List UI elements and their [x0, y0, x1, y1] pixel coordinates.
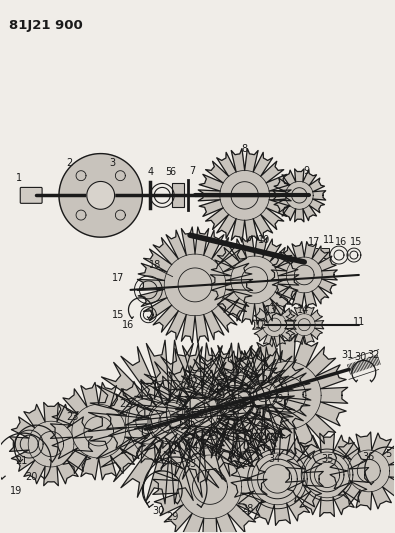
Text: 81J21 900: 81J21 900: [9, 19, 83, 33]
Polygon shape: [87, 181, 115, 209]
Text: 15: 15: [350, 237, 362, 247]
Polygon shape: [286, 433, 369, 516]
Text: 14: 14: [297, 305, 309, 315]
Text: 12: 12: [255, 320, 268, 330]
Text: 32: 32: [368, 350, 380, 360]
Text: 25: 25: [206, 432, 218, 442]
Polygon shape: [185, 351, 290, 457]
Text: 17: 17: [112, 273, 125, 283]
Text: 19: 19: [10, 486, 23, 496]
Text: 31: 31: [341, 350, 353, 360]
Text: 30: 30: [355, 352, 367, 361]
Bar: [172, 183, 184, 207]
Text: 11: 11: [323, 235, 335, 245]
Text: 29: 29: [166, 512, 179, 522]
Text: 28: 28: [241, 504, 254, 514]
Polygon shape: [227, 335, 348, 456]
Polygon shape: [9, 402, 92, 486]
Text: 22: 22: [119, 399, 132, 409]
Text: 6: 6: [169, 167, 175, 177]
Polygon shape: [134, 343, 271, 482]
Polygon shape: [51, 383, 147, 480]
Text: 22: 22: [186, 391, 198, 401]
Text: 17: 17: [308, 237, 320, 247]
Polygon shape: [153, 430, 267, 533]
Text: 7: 7: [189, 166, 195, 175]
Polygon shape: [330, 432, 395, 510]
Text: 20: 20: [261, 375, 274, 385]
Polygon shape: [231, 432, 323, 526]
Text: 28: 28: [241, 459, 254, 469]
Text: 9: 9: [303, 166, 309, 175]
FancyBboxPatch shape: [20, 188, 42, 203]
Polygon shape: [253, 303, 296, 347]
Polygon shape: [146, 366, 238, 459]
Text: 21: 21: [15, 456, 27, 466]
Polygon shape: [198, 149, 291, 242]
Polygon shape: [285, 305, 324, 344]
Text: 11: 11: [353, 317, 365, 327]
Text: 13: 13: [265, 305, 278, 315]
Text: 18: 18: [149, 260, 162, 270]
Polygon shape: [88, 340, 251, 504]
Text: 34: 34: [268, 454, 280, 464]
Text: 4: 4: [147, 167, 153, 177]
Text: 35: 35: [321, 454, 333, 464]
Polygon shape: [271, 241, 337, 308]
Text: 2: 2: [66, 158, 72, 167]
Text: 28: 28: [235, 401, 248, 411]
Polygon shape: [211, 236, 299, 325]
Text: 16: 16: [335, 237, 347, 247]
Polygon shape: [175, 343, 294, 463]
Text: 36: 36: [363, 452, 375, 462]
Text: 21: 21: [209, 384, 221, 394]
Text: 15: 15: [112, 310, 125, 320]
Text: 5: 5: [386, 449, 392, 459]
Text: 24: 24: [186, 442, 198, 452]
Polygon shape: [273, 169, 326, 222]
Text: 27: 27: [194, 409, 206, 419]
Text: 1: 1: [16, 173, 23, 183]
Polygon shape: [107, 379, 190, 463]
Text: 16: 16: [122, 320, 135, 330]
Polygon shape: [216, 347, 311, 442]
Text: 26: 26: [218, 422, 231, 432]
Polygon shape: [59, 154, 142, 237]
Text: 29: 29: [271, 394, 284, 405]
Text: 8: 8: [242, 143, 248, 154]
Text: 5: 5: [165, 167, 171, 177]
Text: 23: 23: [67, 412, 79, 422]
Text: 20: 20: [25, 472, 38, 482]
Bar: [311, 248, 329, 258]
Polygon shape: [137, 227, 253, 343]
Text: 3: 3: [109, 158, 116, 167]
Text: 10: 10: [258, 235, 271, 245]
Text: 33: 33: [184, 459, 196, 469]
Text: 30: 30: [152, 506, 164, 516]
